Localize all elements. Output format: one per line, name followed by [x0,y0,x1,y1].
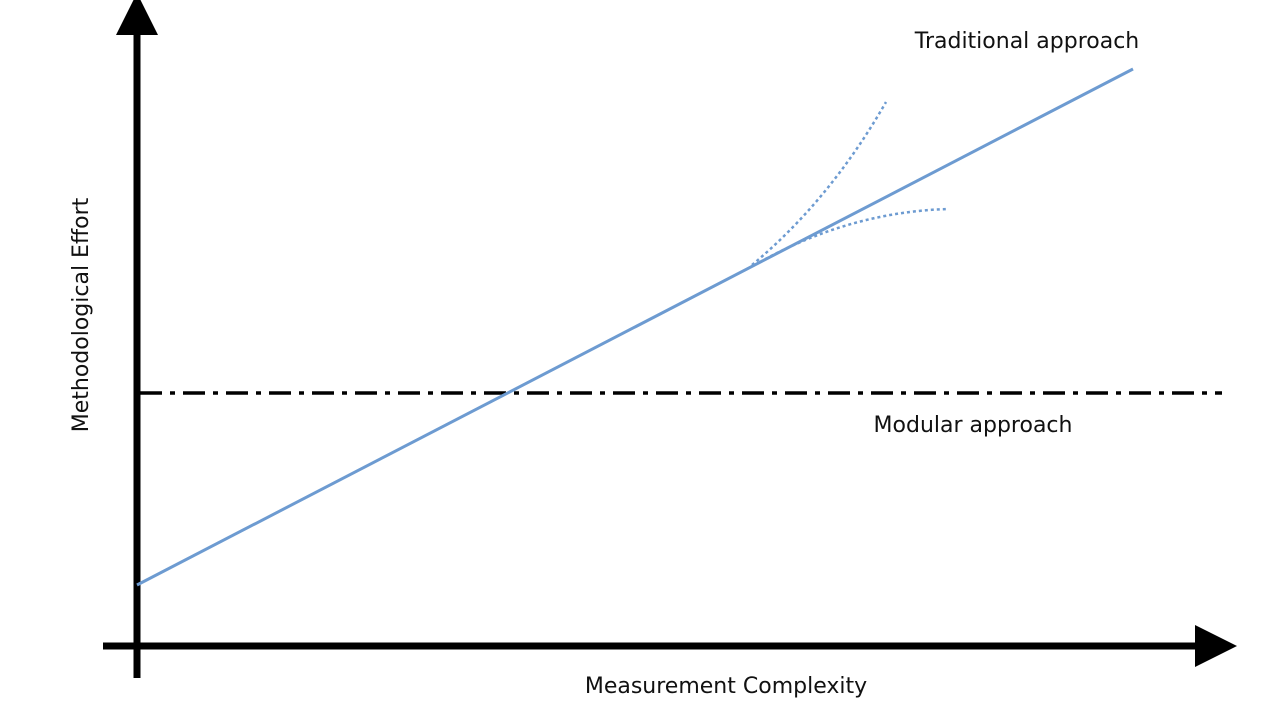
traditional-line [136,67,1134,587]
modular-label: Modular approach [874,413,1073,438]
x-axis-label: Measurement Complexity [585,674,867,699]
lower-dotted-curve [759,207,949,264]
traditional-label: Traditional approach [914,29,1140,54]
upper-dotted-curve [751,101,888,266]
y-axis-label: Methodological Effort [69,197,94,432]
